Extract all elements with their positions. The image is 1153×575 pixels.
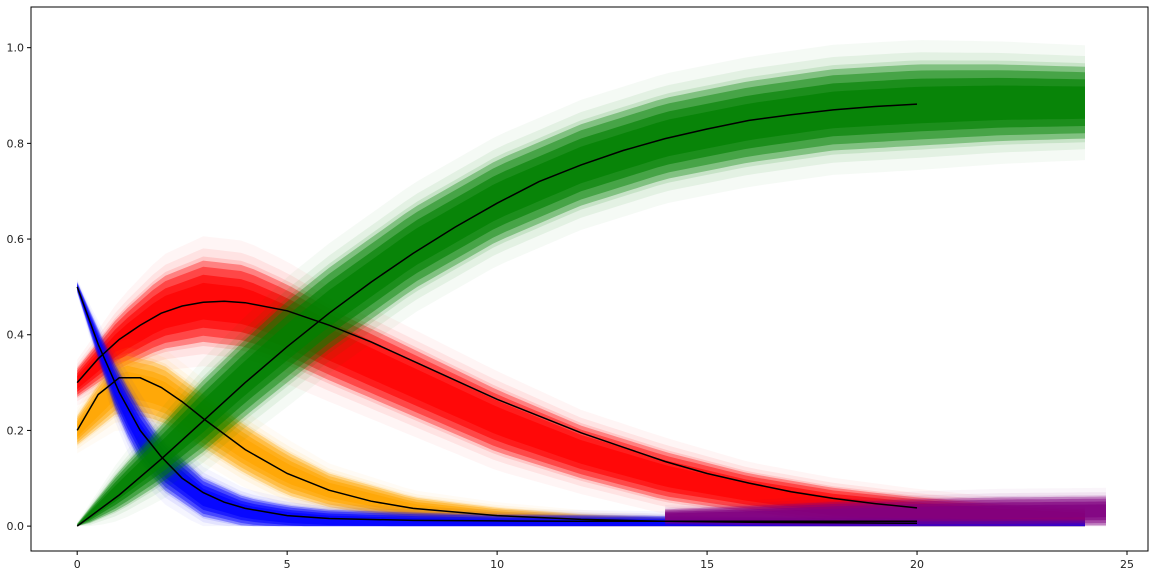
band-3 [665, 487, 1106, 527]
x-tick-label: 25 [1120, 558, 1134, 571]
band-0-layer-6 [77, 282, 1085, 524]
mean-line-3 [76, 103, 918, 527]
x-tick-label: 10 [490, 558, 504, 571]
y-tick-label: 1.0 [7, 42, 25, 55]
band-1-layer-6 [77, 371, 1085, 527]
band-1 [77, 338, 1085, 527]
band-2 [77, 279, 1085, 527]
x-tick-label: 0 [74, 558, 81, 571]
mean-line-2 [76, 286, 917, 523]
x-axis: 0 5 10 15 20 25 [74, 551, 1134, 571]
band-2-layer-1 [77, 280, 1085, 527]
bands-layer [77, 40, 1106, 527]
y-tick-label: 0.2 [7, 424, 25, 437]
band-1-layer-0 [77, 338, 1085, 527]
y-tick-label: 0.0 [7, 520, 25, 533]
band-4 [77, 40, 1085, 527]
y-tick-label: 0.6 [7, 233, 25, 246]
lines-layer [76, 103, 918, 527]
x-tick-label: 5 [284, 558, 291, 571]
x-tick-label: 15 [700, 558, 714, 571]
band-2-layer-0 [77, 279, 1085, 527]
y-tick-label: 0.8 [7, 137, 25, 150]
y-axis: 0.0 0.2 0.4 0.6 0.8 1.0 [7, 42, 31, 533]
y-tick-label: 0.4 [7, 329, 25, 342]
band-4-layer-0 [77, 40, 1085, 527]
mean-line-0 [76, 300, 918, 509]
band-4-layer-6 [77, 85, 1085, 527]
plot-frame [30, 6, 1149, 552]
band-3-layer-6 [665, 504, 1106, 520]
x-tick-label: 20 [910, 558, 924, 571]
